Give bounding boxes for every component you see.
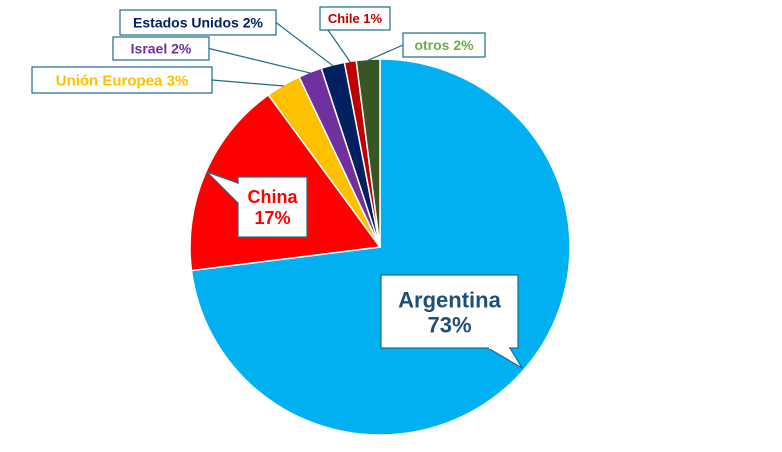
label-percent-0: 73%	[427, 312, 471, 337]
data-label-2: Unión Europea 3%	[31, 66, 284, 94]
label-box-5	[319, 6, 391, 31]
leader-line-2	[211, 79, 284, 87]
label-text-1: China	[247, 187, 298, 207]
label-box-2	[31, 66, 213, 94]
label-box-1	[237, 176, 308, 238]
label-text-5: Chile 1%	[328, 11, 383, 26]
label-box-6	[402, 32, 486, 58]
label-text-4: Estados Unidos 2%	[133, 15, 263, 31]
pie-slices	[189, 58, 571, 436]
label-text-6: otros 2%	[414, 37, 474, 53]
label-text-3: Israel 2%	[131, 41, 192, 57]
label-percent-1: 17%	[254, 208, 290, 228]
data-label-5: Chile 1%	[319, 6, 391, 63]
label-text-0: Argentina	[398, 288, 501, 313]
leader-line-4	[275, 22, 334, 67]
leader-line-3	[208, 47, 311, 74]
leader-line-6	[367, 44, 404, 61]
data-label-4: Estados Unidos 2%	[119, 9, 334, 67]
pie-slice-6	[355, 58, 381, 248]
label-text-2: Unión Europea 3%	[56, 72, 189, 89]
label-box-4	[119, 9, 277, 36]
data-label-6: otros 2%	[367, 32, 486, 61]
label-box-0	[380, 274, 519, 349]
data-label-3: Israel 2%	[112, 36, 311, 74]
label-box-3	[112, 36, 210, 61]
